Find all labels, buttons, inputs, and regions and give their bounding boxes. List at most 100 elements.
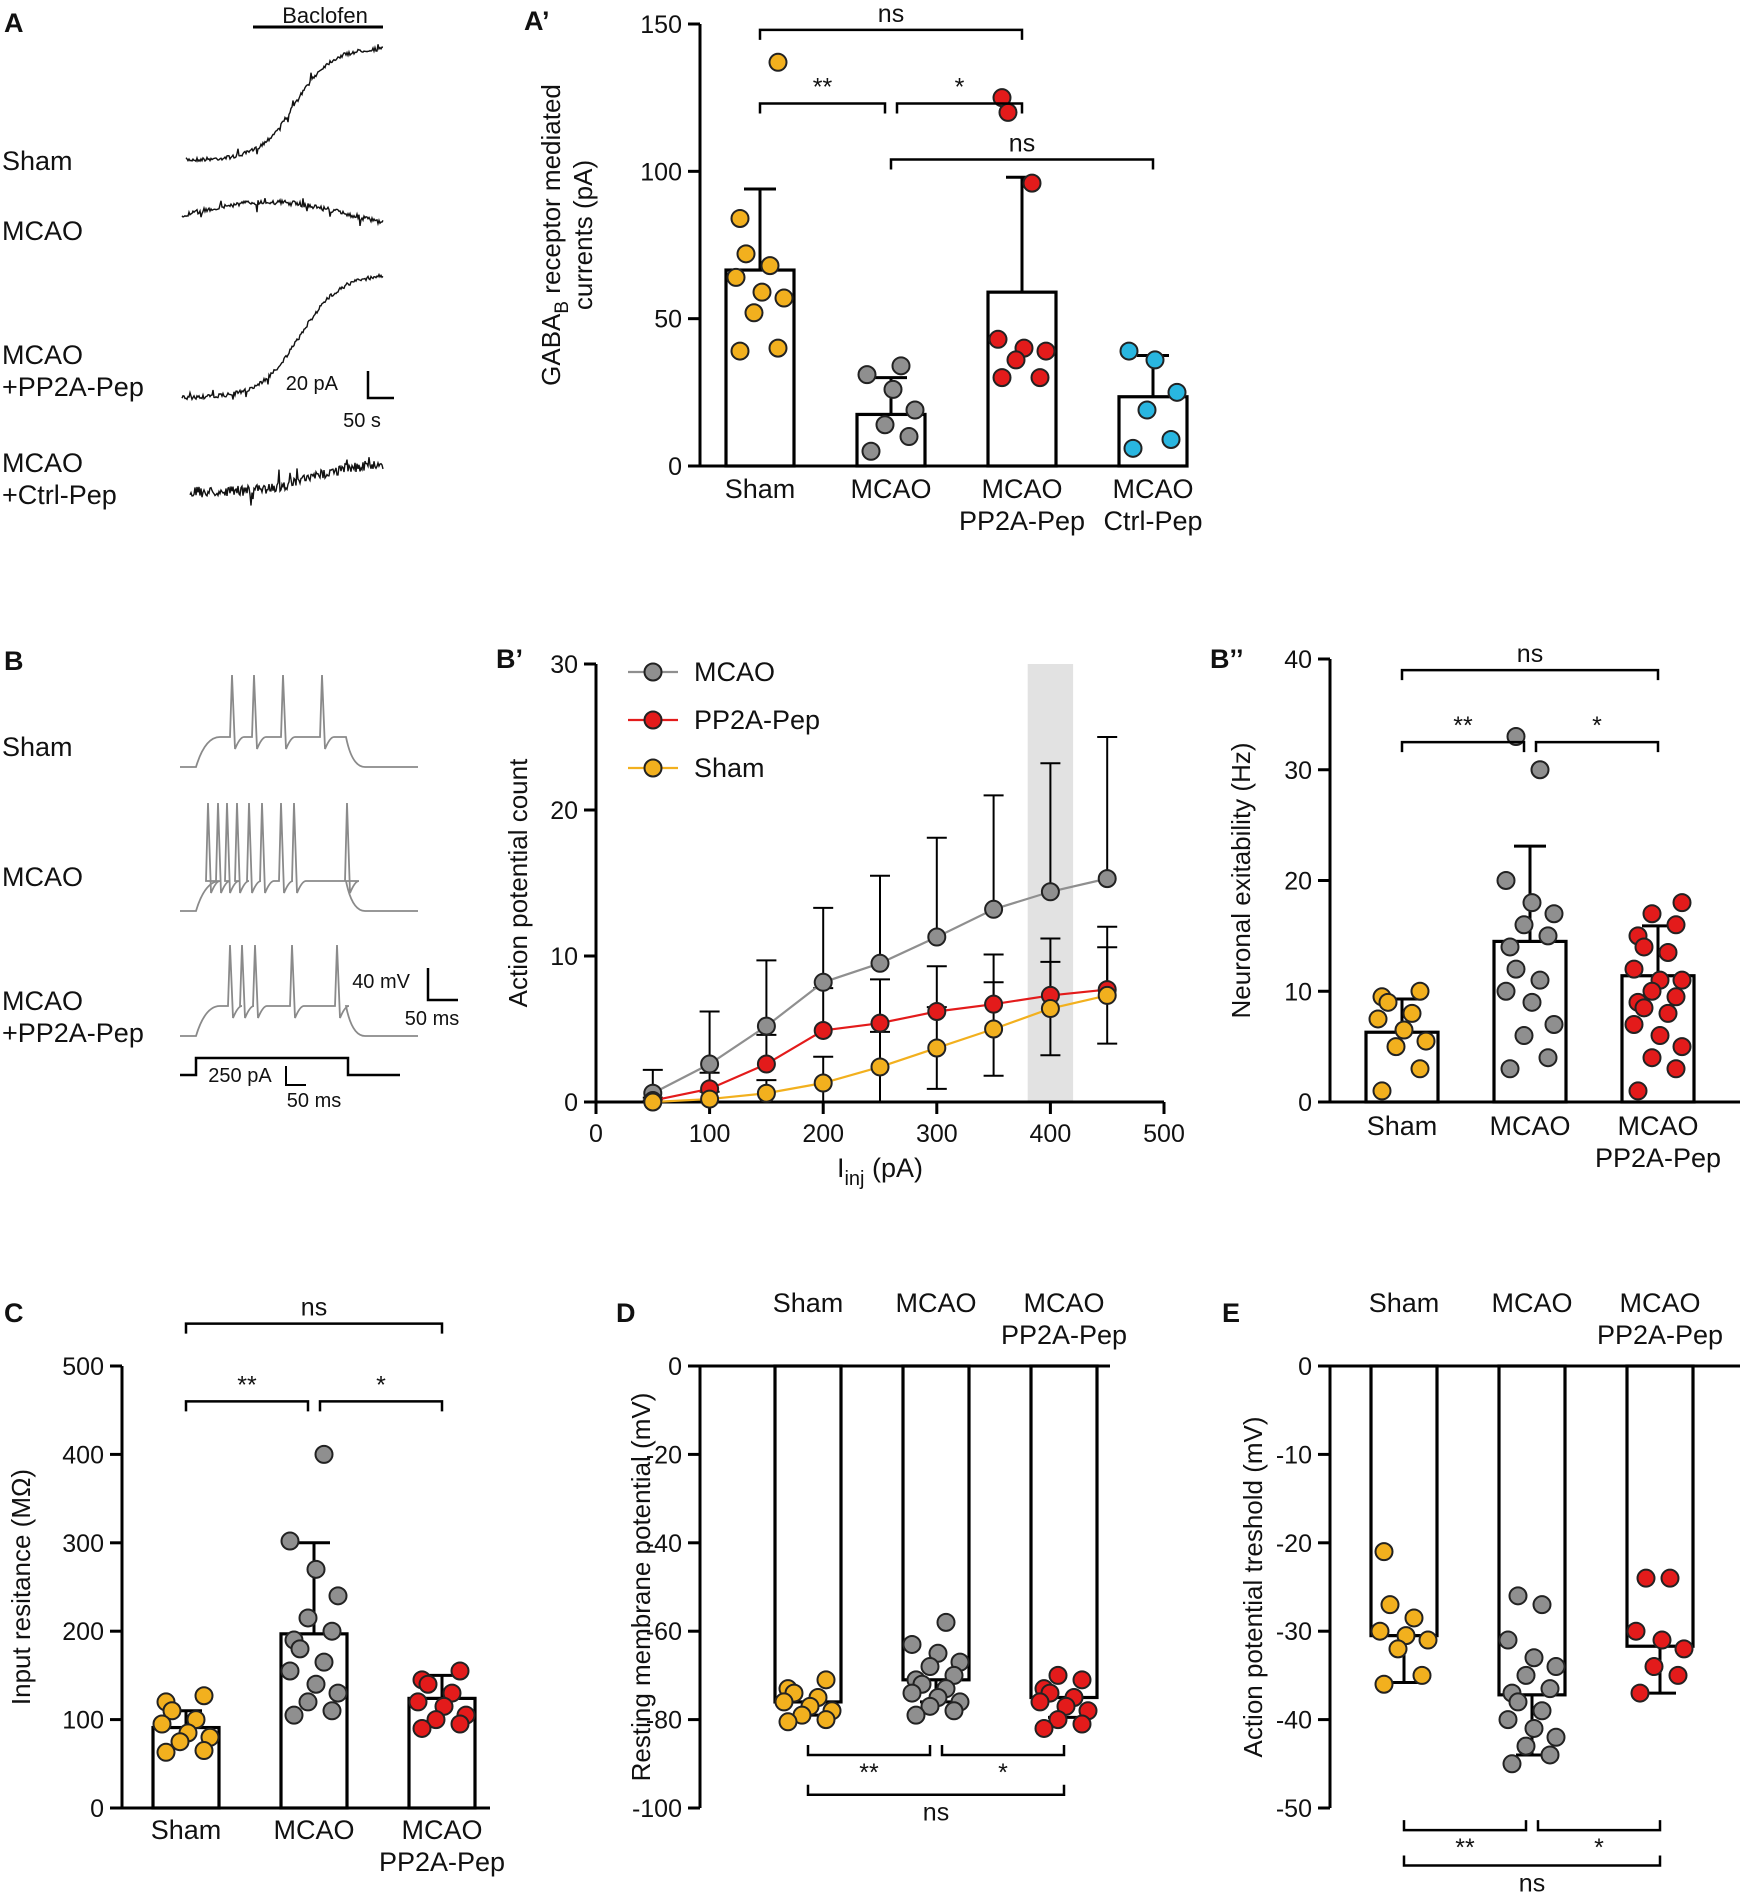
y-tick-label: -60 [646,1618,682,1646]
y-axis-label: Action potential treshold (mV) [1238,1416,1268,1757]
stimulus-scale-label: 50 ms [287,1090,341,1112]
data-point [1666,987,1686,1007]
data-point [1660,1568,1680,1588]
legend-marker [643,710,663,730]
y-tick-label: 300 [62,1530,104,1558]
data-point [730,208,750,228]
data-point [1636,1568,1656,1588]
series-point [813,972,833,992]
y-tick-label: -20 [646,1441,682,1469]
category-label: PP2A-Pep [1001,1320,1127,1350]
significance-label: ns [923,1799,949,1827]
series-point [870,1013,890,1033]
data-point [1410,1059,1430,1079]
category-label: MCAO [982,474,1063,504]
trace-label-mcao-ctrl-2: +Ctrl-Pep [2,480,117,510]
data-point [760,256,780,276]
trace-label-sham: Sham [2,146,73,176]
significance-label: ** [859,1759,879,1787]
data-point [1370,1621,1390,1641]
category-label: MCAO [1618,1111,1699,1141]
scale-a-y: 20 pA [286,373,339,395]
data-point [290,1639,310,1659]
y-tick-label: -50 [1276,1795,1312,1823]
significance-bracket [895,102,1024,114]
data-point [1498,1630,1518,1650]
data-point [1500,1059,1520,1079]
data-point [768,338,788,358]
data-point [1514,915,1534,935]
data-point [1418,1630,1438,1650]
bar-2 [901,1364,971,1682]
data-point [152,1714,172,1734]
data-point [1624,1014,1644,1034]
data-point [944,1701,964,1721]
data-point [170,1732,190,1752]
data-point [418,1674,438,1694]
data-point [1524,1718,1544,1738]
data-point [1502,1754,1522,1774]
significance-label: ns [1009,130,1035,158]
category-label: MCAO [1024,1288,1105,1318]
data-point [899,427,919,447]
series-point [870,1057,890,1077]
y-tick-label: 20 [550,797,578,825]
data-point [1626,1621,1646,1641]
significance-bracket [1400,740,1526,753]
data-point [936,1612,956,1632]
data-point [1642,1048,1662,1068]
data-point [1410,981,1430,1001]
data-point [194,1741,214,1761]
y-tick-label: -30 [1276,1618,1312,1646]
data-point [1386,1037,1406,1057]
category-label: PP2A-Pep [959,506,1085,536]
data-point [1674,1639,1694,1659]
category-label: Sham [151,1815,222,1845]
data-point [194,1686,214,1706]
data-point [1404,1608,1424,1628]
series-point [870,953,890,973]
series-point [643,1092,663,1112]
data-point [1498,1710,1518,1730]
series-point [984,994,1004,1014]
panel-a: A Baclofen Sham MCAO MCAO +PP2A-Pep MCAO… [2,3,394,510]
data-point [1516,1736,1536,1756]
voltage-trace-1 [180,674,418,768]
y-tick-label: 10 [1284,978,1312,1006]
significance-bracket [1536,1820,1662,1832]
category-label: PP2A-Pep [1597,1320,1723,1350]
category-label: MCAO [402,1815,483,1845]
chart-e: E 0 -10 -20 -30 -40 -50 Action potential tresho… [1222,1288,1740,1897]
scale-a-x: 50 s [343,410,381,432]
data-point [730,341,750,361]
data-point [1538,1048,1558,1068]
data-point [1161,429,1181,449]
trace-label-mcao-pp2a-1: MCAO [2,340,83,370]
x-tick-label: 300 [916,1120,958,1148]
data-point [1666,1059,1686,1079]
data-point [1508,1692,1528,1712]
chart-ap: A’ 0 50 100 150 GABAB receptor mediated curren… [524,0,1203,536]
data-point [1048,1665,1068,1685]
data-point [1388,1639,1408,1659]
data-point [905,400,925,420]
data-point [768,52,788,72]
significance-bracket [806,1784,1066,1796]
data-point [1628,1081,1648,1101]
significance-label: * [998,1759,1008,1787]
legend-label: Sham [694,753,765,783]
series-point [927,927,947,947]
data-point [998,102,1018,122]
category-label: PP2A-Pep [379,1847,505,1877]
current-trace-3 [181,272,384,402]
y-tick-label: 20 [1284,868,1312,896]
data-point [992,368,1012,388]
significance-bracket [889,158,1155,170]
legend-label: MCAO [694,657,775,687]
significance-label: ** [1453,712,1473,740]
significance-label: * [376,1371,386,1399]
data-point [298,1692,318,1712]
y-tick-label: -100 [632,1795,682,1823]
data-point [816,1670,836,1690]
